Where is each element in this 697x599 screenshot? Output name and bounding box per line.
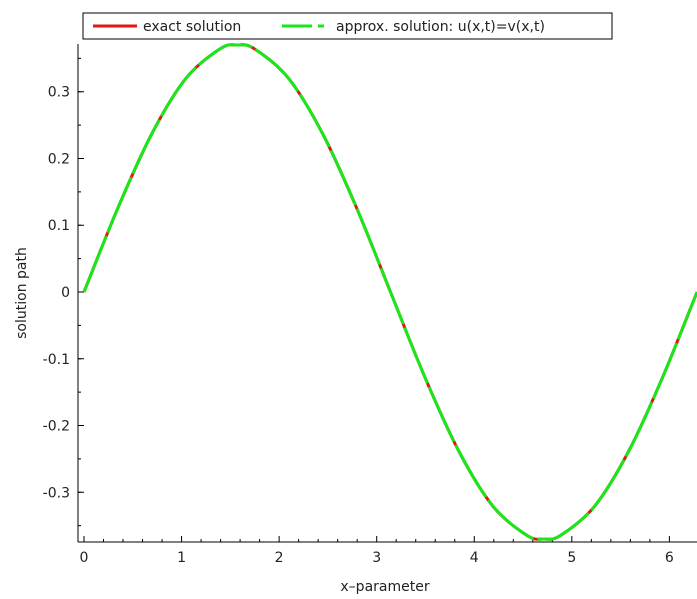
x-tick-label: 6 (665, 550, 674, 566)
y-axis-label: solution path (14, 247, 30, 339)
y-tick-label: -0.3 (43, 485, 70, 501)
y-ticks: 0.3 0.2 0.1 0 -0.1 -0.2 -0.3 (43, 85, 84, 501)
x-tick-label: 2 (275, 550, 284, 566)
legend-box (82, 12, 613, 40)
y-tick-label: 0.1 (48, 218, 70, 234)
series-group (82, 43, 697, 541)
x-tick-label: 3 (372, 550, 381, 566)
y-tick-label: -0.1 (43, 352, 70, 368)
x-tick-label: 4 (470, 550, 479, 566)
x-tick-label: 0 (80, 550, 89, 566)
y-tick-label: -0.2 (43, 419, 70, 435)
series-line-approx (82, 43, 697, 541)
y-tick-label: 0 (61, 285, 70, 301)
y-tick-label: 0.3 (48, 85, 70, 101)
legend: exact solution approx. solution: u(x,t)=… (82, 12, 613, 40)
legend-label-exact: exact solution (143, 19, 241, 35)
x-tick-label: 1 (177, 550, 186, 566)
y-tick-label: 0.2 (48, 151, 70, 167)
x-ticks: 0 1 2 3 4 5 6 (80, 536, 674, 566)
x-axis-label: x–parameter (340, 579, 429, 595)
minor-ticks (78, 57, 651, 542)
legend-label-approx: approx. solution: u(x,t)=v(x,t) (336, 19, 545, 35)
x-tick-label: 5 (567, 550, 576, 566)
